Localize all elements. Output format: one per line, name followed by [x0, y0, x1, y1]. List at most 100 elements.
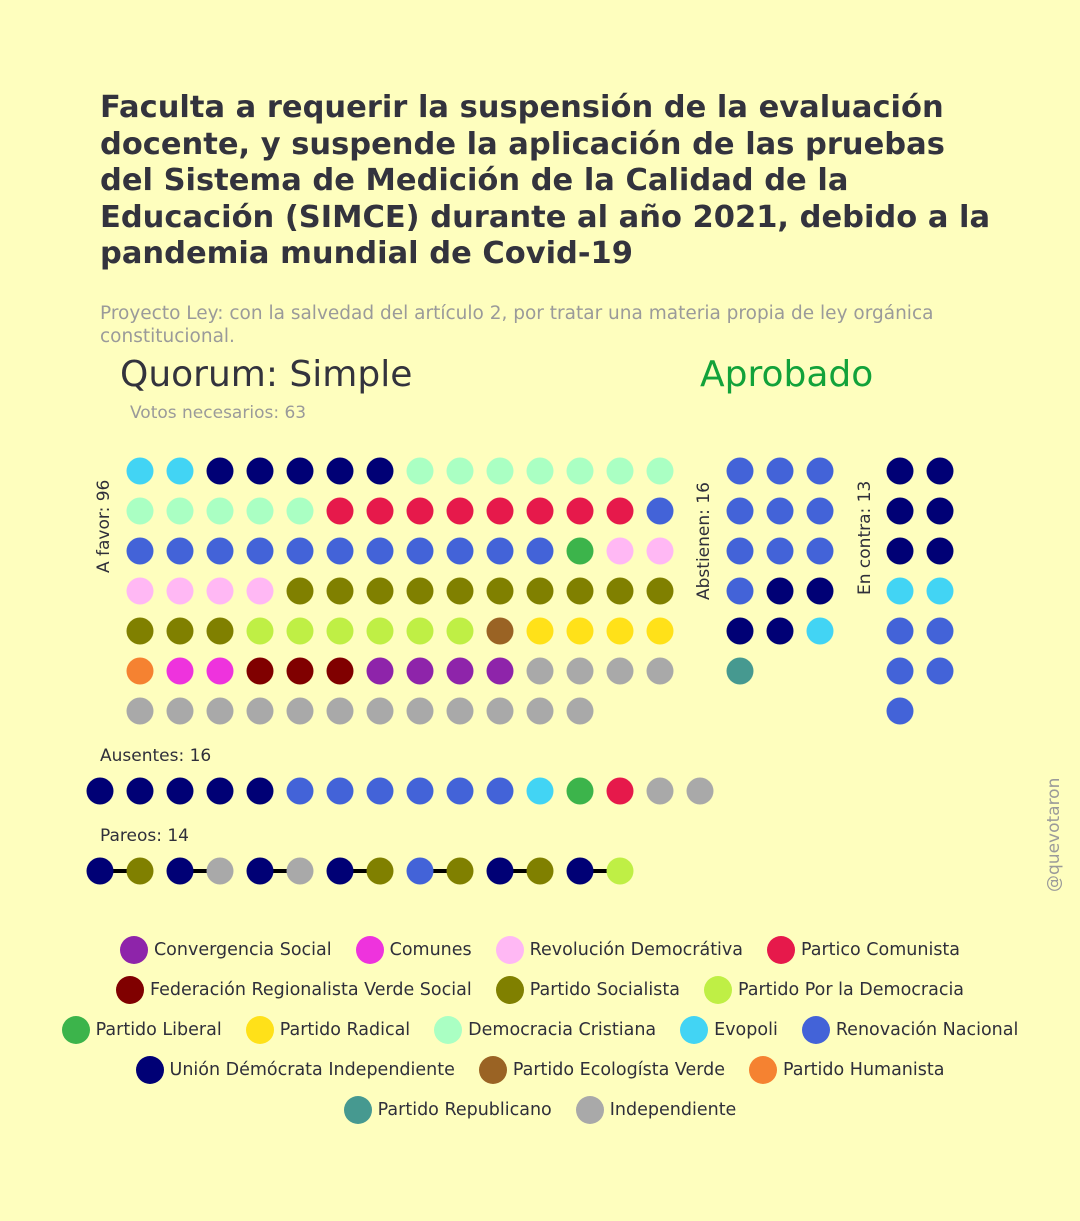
seat-dot-partico-comunista — [566, 497, 594, 525]
seat-dot-revolucion-democrativa — [206, 577, 234, 605]
legend-label: Unión Démócrata Independiente — [169, 1060, 455, 1080]
seat-dot-union-democrata-independiente — [886, 497, 914, 525]
seat-dot-partido-socialista — [486, 577, 514, 605]
legend-swatch — [135, 1056, 164, 1084]
seat-dot-union-democrata-independiente — [926, 497, 954, 525]
seat-dot-democracia-cristiana — [406, 457, 434, 485]
seat-dot-convergencia-social — [446, 657, 474, 685]
legend-item-partido-por-la-democracia: Partido Por la Democracia — [703, 976, 964, 1004]
seat-dot-renovacion-nacional — [726, 457, 754, 485]
seat-dot-union-democrata-independiente — [246, 777, 274, 805]
legend-item-federacion-regionalista-verde-social: Federación Regionalista Verde Social — [115, 976, 472, 1004]
seat-dot-union-democrata-independiente — [326, 857, 354, 885]
seat-dot-renovacion-nacional — [286, 537, 314, 565]
seat-dot-revolucion-democrativa — [126, 577, 154, 605]
seat-dot-renovacion-nacional — [286, 777, 314, 805]
seat-dot-partido-liberal — [566, 777, 594, 805]
seat-dot-union-democrata-independiente — [766, 577, 794, 605]
page-title: Faculta a requerir la suspensión de la e… — [100, 90, 991, 271]
seat-dot-democracia-cristiana — [526, 457, 554, 485]
legend-label: Democracia Cristiana — [468, 1020, 657, 1040]
seat-dot-democracia-cristiana — [566, 457, 594, 485]
seat-dot-independiente — [686, 777, 714, 805]
seat-dot-democracia-cristiana — [606, 457, 634, 485]
seat-dot-independiente — [566, 697, 594, 725]
seat-dot-renovacion-nacional — [926, 657, 954, 685]
legend-item-revolucion-democrativa: Revolución Democrátiva — [495, 936, 743, 964]
seat-dot-union-democrata-independiente — [566, 857, 594, 885]
seat-dot-renovacion-nacional — [766, 537, 794, 565]
seat-dot-independiente — [246, 697, 274, 725]
seat-dot-partido-humanista — [126, 657, 154, 685]
seat-dot-renovacion-nacional — [246, 537, 274, 565]
seat-dot-renovacion-nacional — [886, 657, 914, 685]
seat-dot-partido-por-la-democracia — [366, 617, 394, 645]
seat-dot-renovacion-nacional — [726, 577, 754, 605]
seat-dot-evopoli — [526, 777, 554, 805]
seat-dot-evopoli — [886, 577, 914, 605]
seat-dot-partido-socialista — [566, 577, 594, 605]
seat-dot-revolucion-democrativa — [646, 537, 674, 565]
legend-item-independiente: Independiente — [575, 1096, 737, 1124]
legend-swatch — [343, 1096, 372, 1124]
legend-swatch — [801, 1016, 830, 1044]
legend-label: Partido Liberal — [95, 1020, 222, 1040]
seat-dot-union-democrata-independiente — [326, 457, 354, 485]
legend-label: Independiente — [609, 1100, 737, 1120]
seat-dot-partico-comunista — [606, 497, 634, 525]
legend-label: Partido Republicano — [377, 1100, 552, 1120]
legend-swatch — [434, 1016, 463, 1044]
seat-dot-union-democrata-independiente — [86, 857, 114, 885]
seat-dot-democracia-cristiana — [286, 497, 314, 525]
seat-dot-convergencia-social — [366, 657, 394, 685]
legend-row: Federación Regionalista Verde Social Part… — [0, 970, 1080, 1010]
legend-swatch — [767, 936, 795, 964]
seat-dot-union-democrata-independiente — [86, 777, 114, 805]
seat-dot-independiente — [446, 697, 474, 725]
seat-dot-renovacion-nacional — [166, 537, 194, 565]
seat-dot-partido-socialista — [326, 577, 354, 605]
page-subtitle: Proyecto Ley: con la salvedad del artícu… — [100, 303, 934, 347]
seat-dot-democracia-cristiana — [126, 497, 154, 525]
legend-swatch — [495, 976, 524, 1004]
legend-item-comunes: Comunes — [355, 936, 472, 964]
legend-item-union-democrata-independiente: Unión Démócrata Independiente — [135, 1056, 455, 1084]
party-legend: Convergencia Social Comunes Revolución Dem… — [0, 930, 1080, 1130]
seat-dot-renovacion-nacional — [326, 537, 354, 565]
seat-dot-federacion-regionalista-verde-social — [246, 657, 274, 685]
seat-dot-independiente — [166, 697, 194, 725]
legend-swatch — [680, 1016, 709, 1044]
seat-dot-independiente — [566, 657, 594, 685]
seat-dot-renovacion-nacional — [886, 617, 914, 645]
seat-dot-partido-socialista — [606, 577, 634, 605]
seat-dot-partido-socialista — [126, 857, 154, 885]
seat-dot-union-democrata-independiente — [366, 457, 394, 485]
legend-item-partido-liberal: Partido Liberal — [61, 1016, 222, 1044]
legend-swatch — [61, 1016, 90, 1044]
legend-swatch — [575, 1096, 604, 1124]
seat-dot-partido-republicano — [726, 657, 754, 685]
legend-swatch — [355, 936, 384, 964]
seat-dot-partido-socialista — [366, 577, 394, 605]
seat-dot-renovacion-nacional — [486, 777, 514, 805]
seat-dot-federacion-regionalista-verde-social — [326, 657, 354, 685]
seat-dot-renovacion-nacional — [446, 777, 474, 805]
seat-dot-revolucion-democrativa — [246, 577, 274, 605]
seat-dot-independiente — [646, 657, 674, 685]
seat-dot-union-democrata-independiente — [886, 537, 914, 565]
seat-dot-renovacion-nacional — [366, 777, 394, 805]
seat-dot-independiente — [286, 857, 314, 885]
seat-dot-union-democrata-independiente — [486, 857, 514, 885]
votes-needed-label: Votos necesarios: 63 — [130, 403, 307, 423]
legend-swatch — [245, 1016, 274, 1044]
legend-row: Convergencia Social Comunes Revolución Dem… — [0, 930, 1080, 970]
seat-dot-independiente — [486, 697, 514, 725]
seat-dot-union-democrata-independiente — [726, 617, 754, 645]
seat-dot-renovacion-nacional — [726, 497, 754, 525]
seat-dot-partido-por-la-democracia — [446, 617, 474, 645]
seat-dot-renovacion-nacional — [526, 537, 554, 565]
legend-row: Unión Démócrata Independiente Partido Eco… — [0, 1050, 1080, 1090]
seat-dot-convergencia-social — [406, 657, 434, 685]
legend-swatch — [115, 976, 144, 1004]
seat-dot-union-democrata-independiente — [926, 537, 954, 565]
